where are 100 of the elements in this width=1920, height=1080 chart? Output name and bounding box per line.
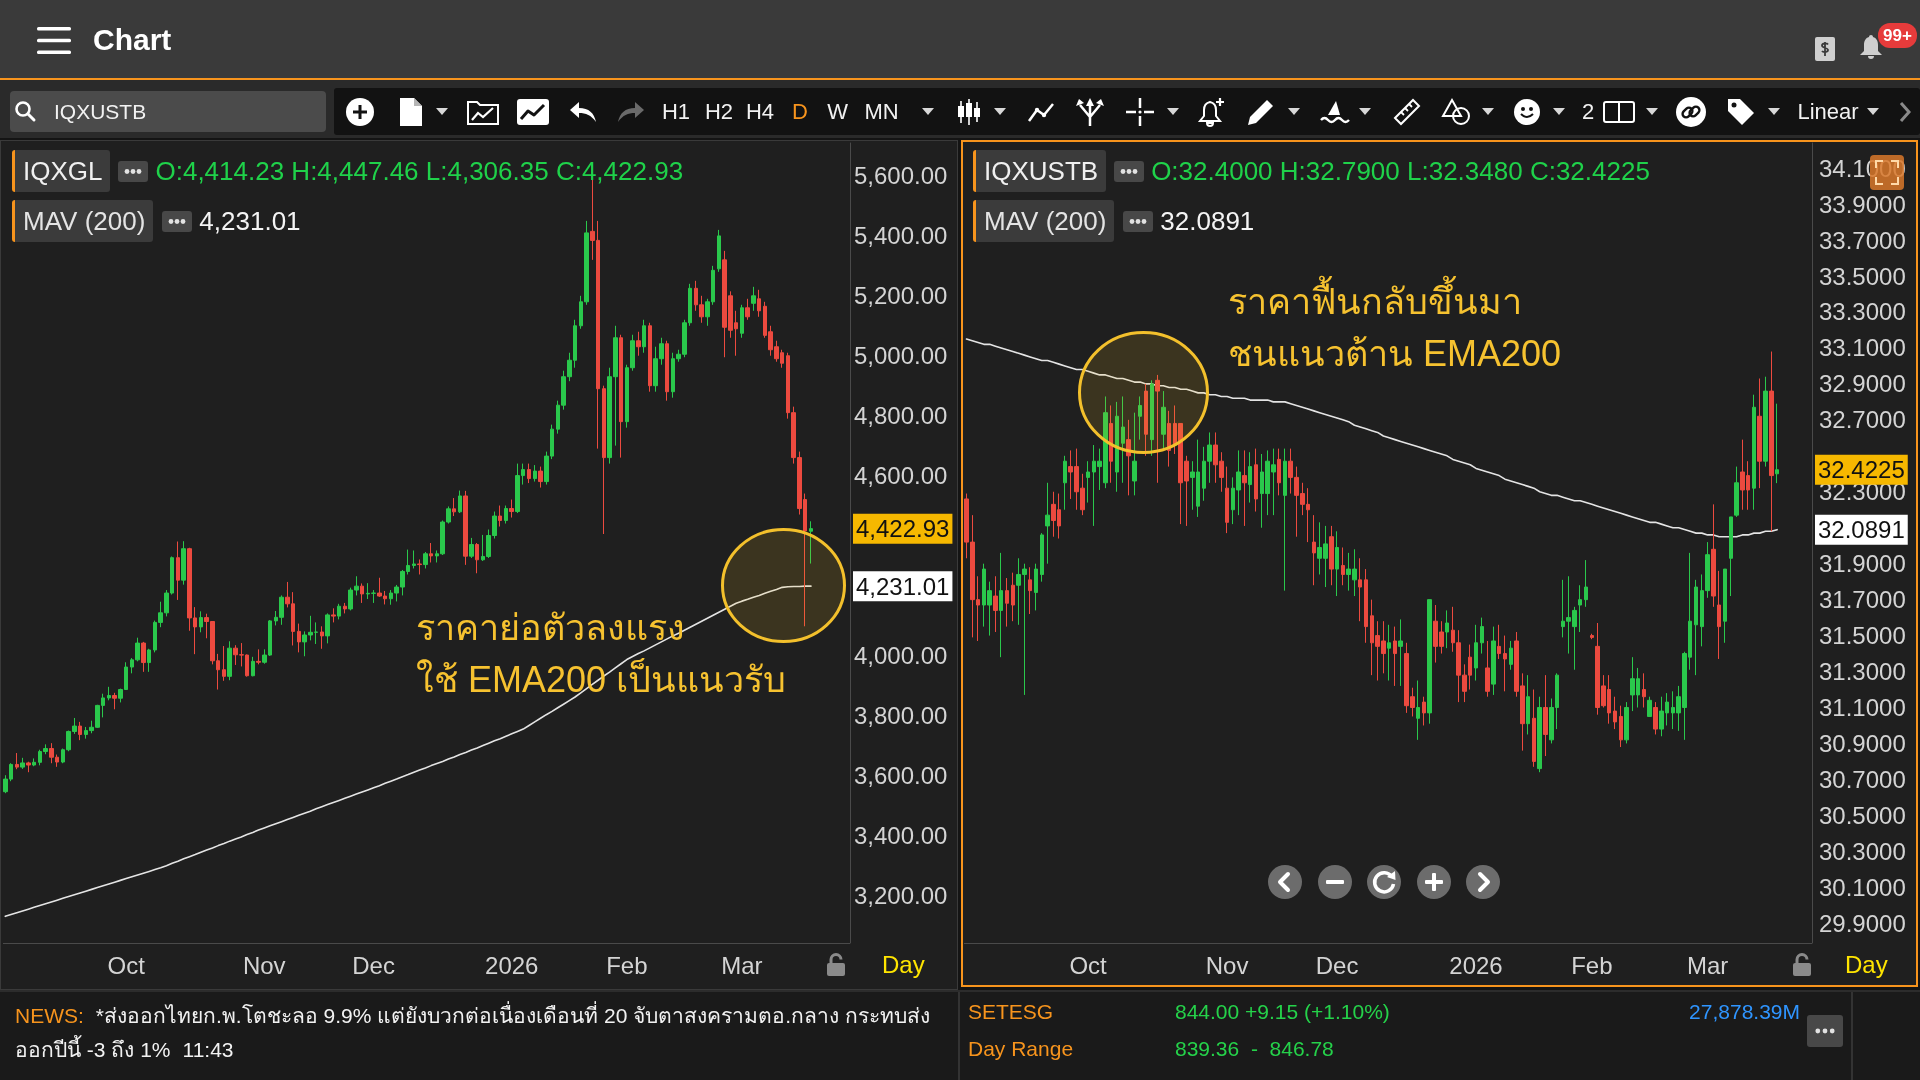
candlestick [1028, 566, 1032, 615]
candlestick [1711, 503, 1716, 608]
candlestick [636, 331, 641, 357]
candlestick [181, 540, 186, 586]
candlestick [417, 558, 422, 575]
candlestick [1040, 532, 1044, 583]
x-tick-label: Feb [606, 951, 648, 979]
candlestick [1590, 633, 1594, 640]
candlestick [463, 490, 468, 566]
candlestick [1011, 572, 1015, 622]
text: 27,878.39M [1689, 999, 1800, 1025]
y-tick-label: 5,200.00 [854, 282, 948, 310]
y-tick-label: 31.7000 [1819, 586, 1906, 614]
candlestick [1398, 618, 1403, 687]
candlestick [1161, 390, 1166, 451]
x-tick-label: Oct [107, 951, 146, 979]
text: 32.0891 [1818, 516, 1905, 544]
candlestick [1624, 701, 1629, 744]
candlestick [1312, 514, 1316, 586]
line-series [965, 338, 1778, 538]
candlestick [256, 648, 261, 665]
candlestick [32, 757, 36, 767]
text: MAV (200) [973, 200, 1115, 242]
candlestick [1422, 696, 1426, 726]
candlestick [1729, 516, 1733, 597]
y-tick-label: 29.9000 [1819, 909, 1906, 937]
candlestick [320, 625, 324, 650]
annotation: O:32.4000 H:32.7900 L:32.3480 C:32.4225 [1151, 155, 1650, 187]
candlestick [147, 648, 151, 673]
annotation: ราคาย่อตัวลงแรง ใช้ EMA200 เป็นแนวรับ [416, 606, 787, 702]
candlestick [112, 692, 117, 710]
candlestick [509, 499, 514, 519]
y-tick-label: 30.5000 [1819, 801, 1906, 829]
candlestick [360, 582, 364, 604]
candlestick [1653, 701, 1658, 735]
candlestick [325, 612, 330, 644]
y-tick-label: 5,000.00 [854, 342, 948, 370]
annotation: 4,231.01 [199, 205, 301, 237]
y-tick-label: 33.7000 [1819, 226, 1906, 254]
candlestick [1491, 626, 1496, 696]
text: Chart [93, 22, 172, 58]
candlestick [1254, 448, 1258, 513]
text: 11:43 [182, 1038, 234, 1061]
x-tick-label: Dec [352, 951, 395, 979]
candlestick [1341, 546, 1345, 586]
x-tick-label: Feb [1571, 951, 1613, 979]
x-tick-label: Mar [721, 951, 763, 979]
candlestick [1115, 401, 1119, 493]
text: 839.36 - 846.78 [1175, 1036, 1334, 1062]
candlestick [78, 721, 82, 741]
candlestick [331, 607, 336, 623]
candlestick [751, 286, 756, 312]
text: H4 [745, 98, 775, 126]
text: W [827, 98, 848, 126]
candlestick [141, 641, 146, 673]
candlestick [1225, 466, 1229, 534]
y-tick-label: 30.3000 [1819, 837, 1906, 865]
x-tick-label: Oct [1069, 951, 1108, 979]
candlestick [642, 319, 646, 354]
candlestick [412, 549, 416, 569]
candlestick [337, 603, 341, 620]
y-tick-label: 33.9000 [1819, 190, 1906, 218]
y-tick-label: 30.1000 [1819, 873, 1906, 901]
text: NEWS: [15, 1004, 84, 1027]
candlestick [1427, 599, 1432, 725]
candlestick [1248, 451, 1252, 504]
candlestick [1613, 696, 1617, 730]
candlestick [1503, 635, 1507, 692]
candlestick [993, 575, 998, 633]
candlestick [1642, 672, 1646, 708]
y-tick-label: 31.9000 [1819, 550, 1906, 578]
candlestick [533, 464, 537, 483]
candlestick [423, 551, 428, 569]
text: Day Range [968, 1036, 1074, 1062]
text: 32.4225 [1818, 456, 1905, 484]
candlestick [1416, 680, 1420, 741]
y-tick-label: 33.3000 [1819, 298, 1906, 326]
candlestick [1543, 674, 1548, 757]
y-tick-label: 4,000.00 [854, 641, 948, 669]
candlestick [1329, 525, 1334, 586]
text: IQXGL [12, 150, 111, 192]
y-tick-label: 31.5000 [1819, 622, 1906, 650]
candlestick [745, 298, 750, 321]
candlestick [1126, 419, 1131, 496]
candlestick [1393, 626, 1397, 687]
text: IQXUSTB [973, 150, 1107, 192]
candlestick [809, 520, 813, 565]
y-tick-label: 4,600.00 [854, 462, 948, 490]
candlestick [297, 623, 301, 653]
candlestick [498, 505, 502, 528]
candlestick [665, 340, 669, 402]
text: MN [864, 98, 899, 126]
candlestick [757, 289, 761, 318]
candlestick [199, 610, 203, 633]
y-tick-label: 33.5000 [1819, 262, 1906, 290]
candlestick [452, 497, 456, 517]
annotation: O:4,414.23 H:4,447.46 L:4,306.35 C:4,422.93 [155, 155, 684, 187]
text: Day [882, 950, 925, 980]
y-tick-label: 32.9000 [1819, 370, 1906, 398]
candlestick [1335, 530, 1339, 597]
